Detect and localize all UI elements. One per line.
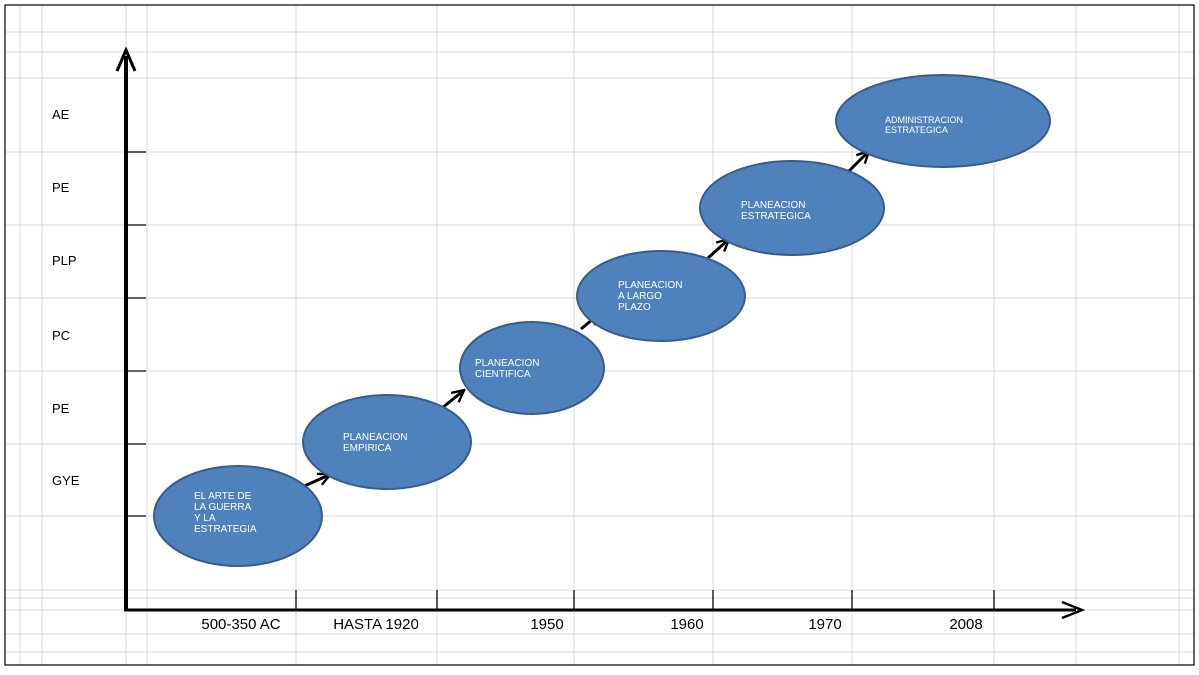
stage-ellipse — [459, 321, 605, 415]
stage-label: PLANEACION ESTRATEGICA — [741, 200, 811, 222]
stage-planeacion-empirica: PLANEACION EMPIRICA — [302, 394, 472, 490]
y-label-gye: GYE — [52, 473, 80, 488]
x-label-1950: 1950 — [530, 616, 563, 633]
stage-ellipse — [699, 160, 885, 256]
y-axis-labels: AE PE PLP PC PE GYE — [52, 107, 80, 488]
stage-label: PLANEACION EMPIRICA — [343, 432, 410, 454]
x-axis-arrowhead — [1061, 600, 1086, 620]
stage-label: EL ARTE DE LA GUERRA Y LA ESTRATEGIA — [194, 491, 257, 535]
canvas-border — [4, 4, 1195, 666]
x-label-1970: 1970 — [808, 616, 841, 633]
y-axis-ticks — [126, 151, 146, 517]
connector-arrow-5 — [846, 152, 868, 174]
x-label-2008: 2008 — [949, 616, 982, 633]
x-label-500-350ac: 500-350 AC — [201, 616, 280, 633]
stage-ellipse — [302, 394, 472, 490]
stage-label: PLANEACION CIENTIFICA — [475, 358, 542, 380]
connector-arrow-2 — [441, 391, 463, 410]
y-axis-arrowhead — [115, 46, 137, 72]
stage-planeacion-a-largo-plazo: PLANEACION A LARGO PLAZO — [576, 250, 746, 342]
x-label-hasta-1920: HASTA 1920 — [333, 616, 419, 633]
stage-ellipse — [576, 250, 746, 342]
y-label-pe-lower: PE — [52, 401, 70, 416]
y-label-ae: AE — [52, 107, 70, 122]
x-label-1960: 1960 — [670, 616, 703, 633]
x-axis-ticks — [295, 590, 995, 610]
stage-label: ADMINISTRACION ESTRATEGICA — [885, 115, 966, 135]
stage-label: PLANEACION A LARGO PLAZO — [618, 280, 685, 313]
axes — [115, 46, 1086, 620]
stage-ellipse — [153, 465, 323, 567]
y-label-pc: PC — [52, 328, 70, 343]
y-label-plp: PLP — [52, 253, 77, 268]
stage-arte-de-la-guerra: EL ARTE DE LA GUERRA Y LA ESTRATEGIA — [153, 465, 323, 567]
stage-nodes: EL ARTE DE LA GUERRA Y LA ESTRATEGIA PLA… — [153, 74, 1051, 567]
x-axis-labels: 500-350 AC HASTA 1920 1950 1960 1970 200… — [201, 616, 982, 633]
stage-ellipse — [835, 74, 1051, 168]
stage-administracion-estrategica: ADMINISTRACION ESTRATEGICA — [835, 74, 1051, 168]
stage-planeacion-cientifica: PLANEACION CIENTIFICA — [459, 321, 605, 415]
stage-planeacion-estrategica: PLANEACION ESTRATEGICA — [699, 160, 885, 256]
connector-arrow-4 — [706, 240, 728, 260]
y-label-pe-upper: PE — [52, 180, 70, 195]
